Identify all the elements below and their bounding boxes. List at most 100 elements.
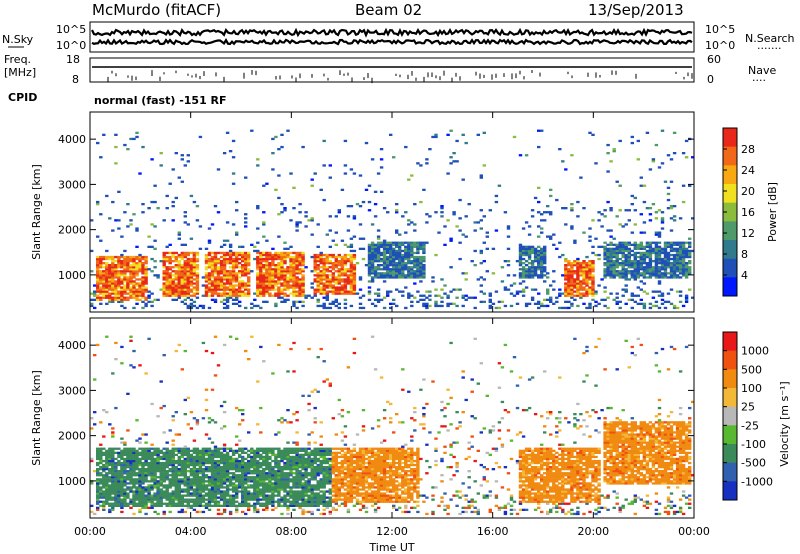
data-cell — [102, 274, 106, 277]
data-cell — [521, 288, 526, 291]
data-cell — [150, 270, 154, 273]
data-cell — [192, 451, 197, 454]
data-cell — [370, 278, 375, 281]
data-cell — [265, 286, 269, 289]
data-cell — [582, 294, 586, 297]
data-cell — [96, 266, 100, 269]
data-cell — [141, 145, 145, 149]
data-cell — [244, 498, 248, 501]
data-cell — [99, 468, 103, 471]
data-cell — [222, 480, 227, 483]
data-cell — [201, 510, 206, 514]
data-cell — [135, 266, 139, 269]
data-cell — [319, 272, 323, 275]
data-cell — [543, 268, 547, 271]
data-cell — [171, 498, 175, 501]
data-cell — [117, 484, 121, 487]
data-cell — [183, 286, 187, 289]
data-cell — [153, 451, 157, 454]
data-cell — [126, 488, 130, 491]
data-cell — [177, 433, 181, 436]
data-cell — [171, 253, 175, 257]
data-cell — [228, 290, 233, 293]
data-cell — [216, 451, 221, 454]
data-cell — [168, 278, 172, 281]
data-cell — [515, 292, 520, 295]
data-cell — [141, 290, 145, 293]
data-cell — [177, 266, 181, 269]
data-cell — [292, 286, 296, 289]
data-cell — [247, 253, 251, 257]
data-cell — [370, 276, 375, 279]
data-cell — [241, 286, 245, 289]
data-cell — [512, 274, 517, 277]
data-cell — [527, 249, 532, 253]
data-cell — [672, 257, 677, 261]
data-cell — [96, 449, 100, 452]
data-cell — [515, 260, 520, 263]
data-cell — [524, 247, 529, 250]
data-cell — [195, 264, 200, 267]
data-cell — [241, 504, 245, 507]
data-cell — [382, 251, 387, 255]
data-cell — [681, 257, 686, 261]
data-cell — [555, 296, 559, 299]
data-cell — [618, 300, 622, 303]
data-cell — [373, 249, 378, 253]
data-cell — [367, 280, 372, 283]
data-cell — [482, 292, 486, 295]
data-cell — [684, 296, 689, 299]
data-cell — [352, 270, 357, 273]
data-cell — [404, 262, 408, 265]
data-cell — [138, 264, 142, 267]
data-cell — [174, 433, 178, 436]
data-cell — [298, 260, 302, 263]
data-cell — [120, 345, 124, 349]
data-cell — [431, 276, 435, 279]
data-cell — [141, 300, 145, 303]
data-cell — [102, 276, 106, 279]
data-cell — [235, 276, 239, 279]
data-cell — [310, 219, 314, 222]
data-cell — [177, 237, 181, 240]
data-cell — [207, 286, 212, 289]
data-cell — [102, 409, 106, 412]
data-cell — [370, 280, 375, 283]
data-cell — [108, 457, 112, 461]
data-cell — [352, 284, 357, 287]
data-cell — [213, 282, 218, 285]
data-cell — [123, 255, 127, 259]
data-cell — [521, 280, 526, 283]
data-cell — [373, 257, 378, 261]
data-cell — [241, 457, 245, 461]
power-data — [90, 129, 695, 310]
data-cell — [379, 260, 384, 263]
data-cell — [180, 470, 184, 473]
data-cell — [156, 451, 160, 454]
data-cell — [343, 268, 348, 271]
data-cell — [449, 302, 453, 305]
data-cell — [235, 500, 239, 503]
data-cell — [192, 461, 197, 465]
data-cell — [171, 298, 175, 301]
data-cell — [135, 502, 139, 505]
data-cell — [117, 270, 121, 273]
data-cell — [630, 306, 634, 310]
data-cell — [322, 296, 326, 299]
data-cell — [681, 304, 686, 308]
data-cell — [114, 219, 118, 222]
data-cell — [395, 245, 399, 248]
data-cell — [277, 257, 281, 261]
data-cell — [301, 264, 305, 267]
data-cell — [295, 266, 299, 269]
data-cell — [669, 249, 674, 253]
data-cell — [392, 266, 396, 269]
data-cell — [298, 292, 302, 295]
data-cell — [247, 260, 251, 263]
data-cell — [114, 482, 118, 485]
data-cell — [162, 290, 166, 293]
data-cell — [669, 158, 674, 161]
data-cell — [105, 284, 109, 287]
data-cell — [162, 461, 166, 465]
data-cell — [162, 270, 166, 273]
